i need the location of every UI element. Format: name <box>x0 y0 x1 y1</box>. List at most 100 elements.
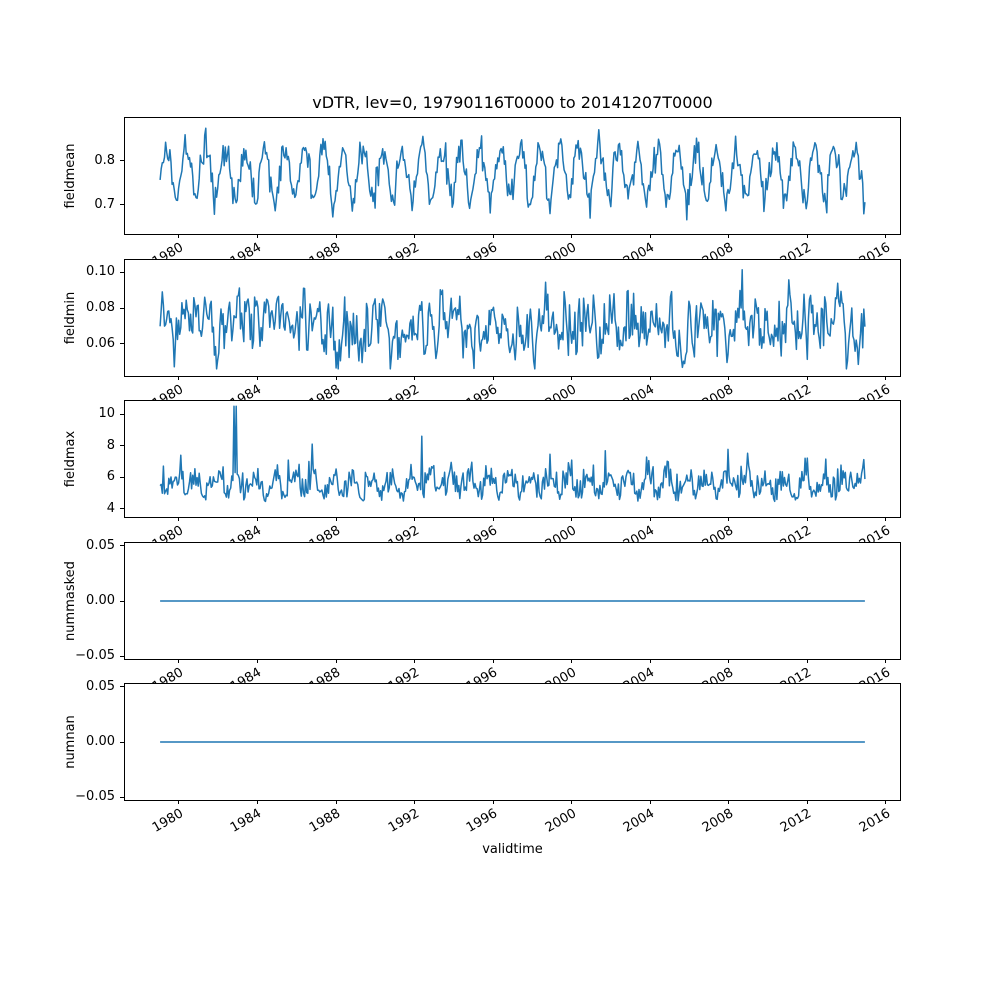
x-tick-mark <box>414 800 416 804</box>
x-tick-mark <box>806 800 808 804</box>
x-tick-label: 2016 <box>856 240 893 259</box>
x-tick-label: 2012 <box>778 665 815 683</box>
y-tick-mark <box>120 307 124 309</box>
x-tick-mark <box>178 659 180 663</box>
x-tick-labels: 1980 1984 1988 1992 1996 2000 2004 2008 2012 2016 <box>125 801 900 846</box>
x-tick-mark <box>728 517 730 521</box>
x-tick-mark <box>728 234 730 238</box>
x-tick-mark <box>257 376 259 380</box>
plot-area-numnan <box>160 741 865 743</box>
plot-area-fieldmin <box>159 269 866 370</box>
subplot-numnan: −0.05 0.00 0.05 numnan <box>63 679 901 804</box>
x-tick-mark <box>806 517 808 521</box>
x-tick-label: 2016 <box>856 665 893 683</box>
y-tick-label: 0.05 <box>86 537 115 553</box>
y-tick-label: 0.05 <box>86 678 115 694</box>
x-tick-mark <box>885 800 887 804</box>
x-tick-mark <box>414 234 416 238</box>
x-tick-mark <box>649 800 651 804</box>
x-tick-labels-clipped: 1980 1984 1988 1992 1996 2000 2004 2008 2012 2016 <box>125 235 900 259</box>
x-tick-label: 1980 <box>149 382 186 400</box>
x-tick-mark <box>178 800 180 804</box>
x-tick-label: 1996 <box>464 240 501 259</box>
x-tick-label: 1992 <box>385 665 422 683</box>
x-tick-mark <box>492 376 494 380</box>
x-tick-label: 1992 <box>385 240 422 259</box>
y-tick-mark <box>120 160 124 162</box>
series-line-fieldmin <box>159 269 866 370</box>
x-tick-label: 1984 <box>228 523 265 542</box>
x-tick-mark <box>649 517 651 521</box>
x-tick-mark <box>571 234 573 238</box>
y-tick-label: 0.00 <box>86 593 115 608</box>
x-tick-label: 2000 <box>542 382 579 400</box>
x-tick-mark <box>335 800 337 804</box>
x-tick-mark <box>257 800 259 804</box>
x-tick-mark <box>178 517 180 521</box>
y-tick-mark <box>120 445 124 447</box>
y-tick-mark <box>120 271 124 273</box>
x-tick-mark <box>571 800 573 804</box>
y-axis-label-fieldmean: fieldmean <box>63 143 78 209</box>
y-tick-label: 0.00 <box>86 734 115 749</box>
x-tick-label: 1980 <box>149 240 186 259</box>
x-tick-mark <box>571 376 573 380</box>
y-tick-label: 4 <box>106 500 115 516</box>
x-tick-labels-clipped: 1980 1984 1988 1992 1996 2000 2004 2008 2012 2016 <box>125 518 900 542</box>
x-tick-label: 2004 <box>621 665 658 683</box>
y-axis-label-numnan: numnan <box>63 715 78 769</box>
x-tick-mark <box>649 376 651 380</box>
x-tick-label: 2000 <box>542 665 579 683</box>
x-tick-mark <box>492 659 494 663</box>
y-tick-mark <box>120 741 124 743</box>
y-tick-mark <box>120 476 124 478</box>
y-tick-mark <box>120 545 124 547</box>
x-tick-label: 1996 <box>464 382 501 400</box>
y-tick-label: 6 <box>106 469 115 485</box>
plot-area-fieldmax <box>159 405 866 503</box>
x-tick-label: 2000 <box>542 523 579 542</box>
x-tick-label: 2004 <box>621 382 658 400</box>
x-tick-mark <box>335 376 337 380</box>
x-tick-label: 1984 <box>228 240 265 259</box>
y-tick-mark <box>120 686 124 688</box>
x-tick-label: 2004 <box>621 806 658 836</box>
x-tick-mark <box>806 376 808 380</box>
figure-title: vDTR, lev=0, 19790116T0000 to 20141207T0… <box>312 93 713 112</box>
x-tick-mark <box>335 234 337 238</box>
x-axis-label: validtime <box>482 842 543 857</box>
x-tick-mark <box>492 800 494 804</box>
x-tick-mark <box>571 517 573 521</box>
x-tick-mark <box>414 376 416 380</box>
x-tick-label: 2012 <box>778 523 815 542</box>
x-tick-mark <box>571 659 573 663</box>
x-tick-mark <box>806 659 808 663</box>
x-tick-label: 2012 <box>778 806 815 836</box>
x-tick-label: 2012 <box>778 240 815 259</box>
x-tick-label: 1988 <box>306 806 344 836</box>
x-tick-labels-clipped: 1980 1984 1988 1992 1996 2000 2004 2008 2012 2016 <box>125 377 900 400</box>
x-tick-mark <box>335 517 337 521</box>
y-tick-label: 0.7 <box>94 196 115 212</box>
y-tick-label: −0.05 <box>75 648 115 664</box>
y-tick-label: 10 <box>98 406 115 422</box>
x-tick-mark <box>257 659 259 663</box>
x-tick-mark <box>649 234 651 238</box>
x-tick-label: 1988 <box>306 665 344 683</box>
x-tick-label: 2008 <box>699 806 736 836</box>
x-tick-mark <box>885 517 887 521</box>
plot-area-nummasked <box>160 600 865 602</box>
x-tick-label: 1992 <box>385 806 422 836</box>
x-tick-label: 1996 <box>464 523 501 542</box>
x-tick-label: 2012 <box>778 382 815 400</box>
x-tick-mark <box>728 376 730 380</box>
x-tick-label: 1984 <box>228 665 265 683</box>
x-tick-label: 1992 <box>385 523 422 542</box>
x-tick-mark <box>728 800 730 804</box>
series-line-fieldmax <box>159 405 866 503</box>
x-tick-mark <box>335 659 337 663</box>
y-tick-mark <box>120 204 124 206</box>
x-tick-label: 2004 <box>621 240 658 259</box>
x-tick-labels-clipped: 1980 1984 1988 1992 1996 2000 2004 2008 2012 2016 <box>125 660 900 683</box>
